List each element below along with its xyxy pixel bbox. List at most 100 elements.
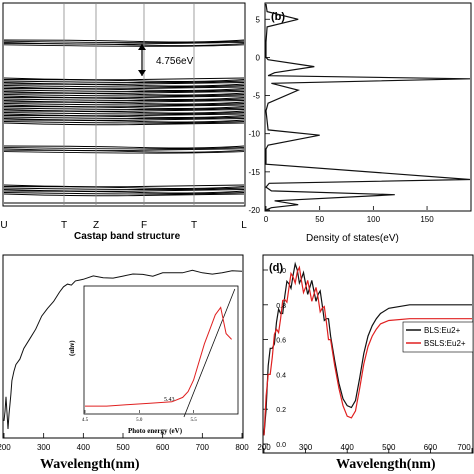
- dos-xtick-label: 0: [264, 215, 269, 224]
- band-line: [3, 107, 245, 110]
- band-line: [3, 97, 245, 100]
- emission-frame: [262, 254, 474, 454]
- emission-panel-label: (d): [269, 262, 283, 274]
- absorption-xlabel: Wavelength(nm): [40, 457, 140, 472]
- legend-label-bsls: BSLS:Eu2+: [424, 339, 466, 348]
- band-line: [3, 40, 245, 44]
- band-line: [3, 44, 245, 47]
- band-line: [3, 110, 245, 114]
- band-line: [3, 115, 245, 118]
- inset-annotation: 5.43: [164, 397, 175, 403]
- dos-xtick-label: 150: [420, 215, 434, 224]
- band-line: [3, 151, 245, 154]
- band-line: [3, 86, 245, 90]
- absorption-xtick-label: 600: [156, 443, 170, 452]
- dos-ytick-label: -20: [248, 206, 260, 215]
- inset-frame: [83, 285, 239, 415]
- dos-xtick-labels: 0 50 100 150: [264, 206, 434, 224]
- inset-xlabel: Photo energy (eV): [128, 427, 183, 435]
- band-line: [3, 190, 245, 194]
- band-line: [3, 43, 245, 47]
- band-line: [3, 88, 245, 91]
- emission-xtick-label: 400: [341, 443, 355, 452]
- band-line: [3, 104, 245, 108]
- band-line: [3, 77, 245, 81]
- band-xtick-label: Z: [93, 220, 99, 231]
- emission-ytick-label: 0.8: [276, 303, 286, 310]
- absorption-xtick-label: 500: [116, 443, 130, 452]
- inset-xtick-label: 5.5: [190, 418, 197, 423]
- emission-xtick-label: 700: [457, 443, 471, 452]
- dos-ytick-label: -5: [253, 92, 261, 101]
- band-frame: [2, 2, 246, 207]
- dos-frame: [264, 2, 472, 212]
- inset-ylabel: (αhν): [68, 340, 76, 356]
- legend-label-bls: BLS:Eu2+: [424, 326, 461, 335]
- absorption-xtick-label: 300: [37, 443, 51, 452]
- inset-xtick-label: 4.5: [82, 418, 89, 423]
- emission-ytick-label: 0.0: [276, 442, 286, 449]
- absorption-xtick-label: 400: [77, 443, 91, 452]
- band-xtick-label: L: [241, 220, 247, 231]
- band-kpoint-lines: [63, 3, 195, 206]
- band-line: [3, 149, 245, 153]
- band-line: [3, 80, 245, 83]
- absorption-series-line: [3, 269, 243, 430]
- band-line: [3, 94, 245, 97]
- emission-ytick-labels: 0.0 0.2 0.4 0.6 0.8 1.0: [263, 268, 286, 449]
- dos-series-line: [265, 3, 471, 211]
- band-structure-panel: 4.756eV U T Z F T L Castap band structure: [0, 2, 247, 242]
- absorption-inset: 4.5 5.0 5.5 5.43 Photo energy (eV) (αhν): [68, 285, 239, 435]
- band-line: [3, 186, 245, 189]
- band-lines: [3, 39, 245, 204]
- band-xtick-label: U: [0, 220, 7, 231]
- band-xtick-label: T: [61, 220, 67, 231]
- band-line: [3, 91, 245, 94]
- band-xtick-label: T: [191, 220, 197, 231]
- band-line: [3, 146, 245, 150]
- emission-ytick-label: 0.6: [276, 338, 286, 345]
- band-line: [3, 121, 245, 124]
- emission-xtick-label: 200: [257, 443, 271, 452]
- band-line: [3, 95, 245, 99]
- band-line: [3, 103, 245, 106]
- inset-series-line: [85, 306, 232, 407]
- band-line: [3, 113, 245, 117]
- gap-annotation: 4.756eV: [156, 56, 194, 67]
- absorption-xtick-label: 800: [235, 443, 249, 452]
- emission-xtick-label: 600: [424, 443, 438, 452]
- emission-xtick-label: 300: [299, 443, 313, 452]
- legend-box: [402, 321, 474, 353]
- dos-ytick-labels: 5 0 -5 -10 -15 -20: [248, 15, 270, 215]
- inset-xtick-label: 5.0: [136, 418, 143, 423]
- emission-panel: (d) 0.0 0.2 0.4 0.6 0.8 1.0 200 300 400 500 600 70…: [257, 254, 474, 472]
- band-line: [3, 189, 245, 192]
- dos-panel: (b) 50-5-10-15-20 0 50 100 150 Density of s…: [248, 2, 472, 244]
- emission-xlabel: Wavelength(nm): [336, 457, 436, 472]
- band-xtick-label: F: [141, 220, 147, 231]
- emission-legend: BLS:Eu2+ BSLS:Eu2+: [402, 321, 474, 353]
- band-xlabel: Castap band structure: [74, 231, 181, 242]
- emission-ytick-label: 0.2: [276, 407, 286, 414]
- emission-ytick-label: 0.4: [276, 372, 286, 379]
- dos-xtick-label: 50: [315, 215, 324, 224]
- dos-ytick-label: -10: [248, 130, 260, 139]
- band-line: [3, 101, 245, 105]
- band-line: [3, 184, 245, 188]
- inset-tangent-line: [183, 288, 236, 418]
- band-line: [3, 98, 245, 101]
- band-line: [3, 92, 245, 96]
- emission-ytick-label: 1.0: [276, 268, 286, 275]
- gap-arrow-head-up: [138, 44, 146, 50]
- band-line: [3, 112, 245, 115]
- emission-series-bsls: [263, 265, 472, 436]
- band-line: [3, 79, 245, 82]
- band-line: [3, 192, 245, 195]
- inset-xtick-labels: 4.5 5.0 5.5: [82, 410, 197, 423]
- emission-xtick-label: 500: [382, 443, 396, 452]
- band-line: [3, 145, 245, 149]
- absorption-panel: 200 300 400 500 600 700 800 Wavelength(nm) 4.5…: [0, 254, 249, 472]
- band-line: [3, 118, 245, 121]
- absorption-xtick-label: 200: [0, 443, 11, 452]
